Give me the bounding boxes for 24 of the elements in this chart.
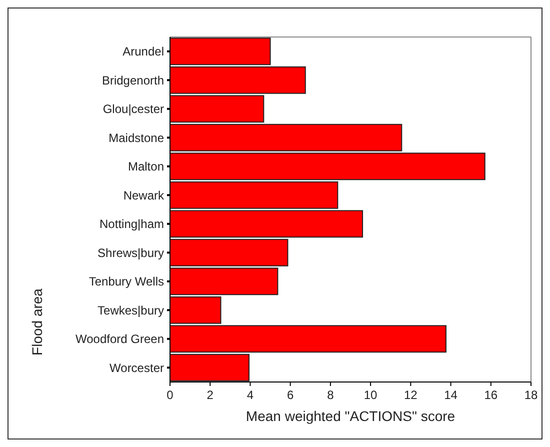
y-tick-label: Newark — [123, 188, 165, 202]
y-tick-label: Woodford Green — [76, 332, 164, 346]
y-tick-label: Worcester — [110, 360, 164, 375]
x-tick-label: 10 — [364, 388, 378, 402]
y-tick-label: Maidstone — [108, 130, 164, 145]
x-tick-label: 18 — [524, 388, 538, 402]
x-tick-label: 2 — [206, 388, 214, 402]
y-tick-label: Tewkes|bury — [98, 303, 164, 318]
x-axis-title: Mean weighted "ACTIONS" score — [246, 408, 456, 424]
x-tick-label: 12 — [404, 388, 418, 402]
x-tick-label: 16 — [484, 388, 498, 402]
y-tick-label: Arundel — [122, 44, 164, 59]
y-axis-title: Flood area — [29, 288, 45, 356]
y-tick-label: Shrews|bury — [98, 246, 164, 260]
x-tick-label: 6 — [286, 388, 294, 402]
y-tick-label: Notting|ham — [100, 217, 164, 232]
y-tick-label: Bridgenorth — [102, 73, 164, 88]
x-tick-label: 4 — [246, 388, 254, 402]
x-tick-label: 8 — [327, 388, 334, 402]
x-tick-label: 0 — [166, 388, 174, 402]
y-tick-label: Glou|cester — [102, 102, 164, 116]
y-tick-label: Malton — [128, 160, 164, 174]
y-tick-label: Tenbury Wells — [88, 274, 164, 289]
x-tick-label: 14 — [444, 388, 458, 402]
